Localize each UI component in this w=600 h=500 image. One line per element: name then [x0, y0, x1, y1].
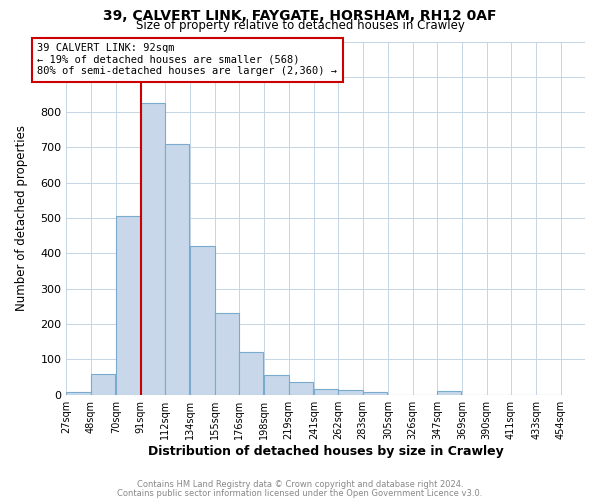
- Bar: [67, 392, 91, 394]
- Bar: [215, 314, 239, 394]
- Bar: [265, 374, 289, 394]
- Bar: [165, 144, 189, 395]
- Bar: [338, 390, 363, 394]
- Bar: [91, 374, 115, 394]
- Bar: [116, 216, 140, 394]
- Y-axis label: Number of detached properties: Number of detached properties: [15, 125, 28, 311]
- Text: 39 CALVERT LINK: 92sqm
← 19% of detached houses are smaller (568)
80% of semi-de: 39 CALVERT LINK: 92sqm ← 19% of detached…: [37, 44, 337, 76]
- Bar: [140, 104, 165, 395]
- Text: Contains public sector information licensed under the Open Government Licence v3: Contains public sector information licen…: [118, 488, 482, 498]
- Text: 39, CALVERT LINK, FAYGATE, HORSHAM, RH12 0AF: 39, CALVERT LINK, FAYGATE, HORSHAM, RH12…: [103, 9, 497, 23]
- Bar: [314, 390, 338, 394]
- Bar: [289, 382, 313, 394]
- Text: Size of property relative to detached houses in Crawley: Size of property relative to detached ho…: [136, 19, 464, 32]
- Text: Contains HM Land Registry data © Crown copyright and database right 2024.: Contains HM Land Registry data © Crown c…: [137, 480, 463, 489]
- Bar: [437, 391, 461, 394]
- Bar: [239, 352, 263, 395]
- X-axis label: Distribution of detached houses by size in Crawley: Distribution of detached houses by size …: [148, 444, 503, 458]
- Bar: [363, 392, 387, 394]
- Bar: [190, 246, 215, 394]
